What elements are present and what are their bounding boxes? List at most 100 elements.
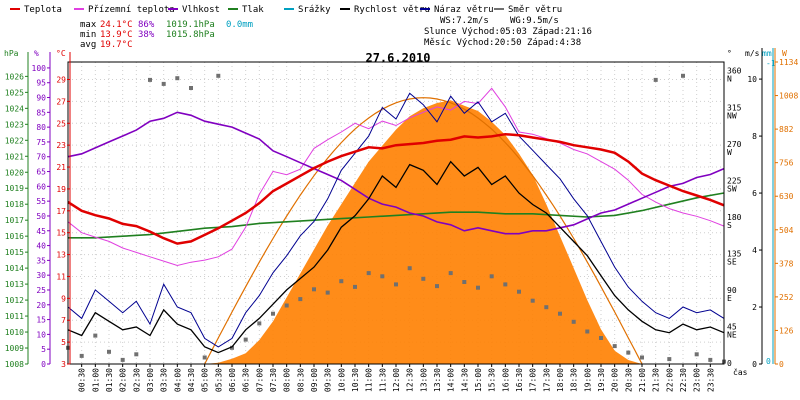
x-tick-label-8: 04:30 — [187, 368, 196, 392]
wind-dir-point-5 — [134, 352, 139, 357]
x-tick-label-36: 18:30 — [570, 368, 579, 392]
x-tick-label-0: 00:30 — [78, 368, 87, 392]
wind-dir-point-23 — [380, 274, 385, 279]
wind-dir-point-4 — [120, 357, 125, 362]
pressure-tick-label-5: 1013 — [5, 280, 24, 289]
stats-block: max 24.1°C 86% 1019.1hPa 0.0mm min 13.9°C 38% 10… — [80, 16, 592, 50]
solar-tick-label-7: 882 — [779, 125, 794, 134]
x-tick-label-46: 23:30 — [706, 368, 715, 392]
wind-dir-point-26 — [421, 276, 426, 281]
x-tick-label-11: 06:00 — [228, 368, 237, 392]
temperature-tick-label-6: 15 — [56, 229, 66, 238]
legend-label-3: Tlak — [242, 5, 264, 15]
x-tick-label-42: 21:30 — [652, 368, 661, 392]
x-tick-label-33: 17:00 — [529, 368, 538, 392]
series-solar-area — [204, 100, 642, 365]
humidity-tick-label-1: 5 — [41, 345, 46, 354]
solar-tick-label-1: 126 — [779, 326, 794, 335]
x-tick-label-17: 09:00 — [310, 368, 319, 392]
wind-dir-point-17 — [298, 297, 303, 302]
stat-min-temp: 13.9°C — [100, 30, 133, 40]
direction-tick-sub-3: SE — [727, 257, 737, 266]
temperature-tick-label-3: 9 — [61, 294, 66, 303]
legend: Teplota Přízemní teplota Vlhkost Tlak Srážky… — [10, 5, 562, 15]
legend-label-5: Rychlost větru — [354, 5, 430, 15]
wind-dir-point-31 — [489, 274, 494, 279]
stat-max-press: 1019.1hPa — [166, 20, 215, 30]
wind-dir-point-10 — [202, 355, 207, 360]
temperature-tick-label-1: 5 — [61, 338, 66, 347]
x-tick-label-39: 20:00 — [611, 368, 620, 392]
wind-dir-point-13 — [243, 337, 248, 342]
direction-axis-unit: ° — [727, 49, 732, 58]
pressure-tick-label-11: 1019 — [5, 184, 24, 193]
pressure-tick-label-18: 1026 — [5, 72, 24, 81]
rain-tick-label-1: 0 — [766, 357, 771, 366]
humidity-axis-unit: % — [34, 49, 39, 58]
x-tick-label-16: 08:30 — [296, 368, 305, 392]
solar-tick-label-6: 756 — [779, 159, 794, 168]
x-tick-label-13: 07:00 — [255, 368, 264, 392]
solar-tick-label-9: 1134 — [779, 58, 798, 67]
wind-dir-point-28 — [448, 271, 453, 276]
stat-min-label: min — [80, 30, 96, 40]
pressure-tick-label-9: 1017 — [5, 216, 24, 225]
wind-dir-point-2 — [93, 333, 98, 338]
humidity-tick-label-17: 85 — [36, 108, 46, 117]
humidity-tick-label-5: 25 — [36, 286, 46, 295]
wind-dir-point-21 — [353, 284, 357, 289]
temperature-tick-label-5: 13 — [56, 251, 66, 260]
solar-axis-unit: W — [782, 49, 787, 58]
axes: hPa1008100910101011101210131014101510161… — [4, 48, 798, 369]
temperature-tick-label-2: 7 — [61, 316, 66, 325]
stat-avg-label: avg — [80, 40, 96, 50]
series-line-0 — [67, 132, 725, 245]
wind-dir-point-1 — [79, 353, 84, 358]
solar-tick-label-2: 252 — [779, 293, 794, 302]
x-tick-label-35: 18:00 — [556, 368, 565, 392]
stat-min-press: 1015.8hPa — [166, 30, 215, 40]
direction-tick-label-7: 315 — [727, 103, 742, 112]
direction-tick-label-8: 360 — [727, 67, 742, 76]
wind-dir-point-11 — [216, 73, 221, 78]
temperature-axis-unit: °C — [56, 49, 66, 58]
humidity-tick-label-19: 95 — [36, 79, 46, 88]
temperature-tick-label-10: 23 — [56, 141, 66, 150]
x-axis: 00:30 01:00 01:30 02:00 02:30 03:00 03:30 04:00… — [78, 364, 715, 392]
wind-dir-point-34 — [530, 298, 535, 303]
rain-tick-label-0: -1 — [766, 59, 776, 68]
temperature-tick-label-8: 19 — [56, 185, 66, 194]
wind-dir-point-19 — [325, 290, 330, 295]
wind-dir-point-35 — [544, 305, 549, 310]
legend-label-2: Vlhkost — [182, 5, 220, 15]
direction-tick-sub-5: SW — [727, 184, 737, 193]
x-tick-label-37: 19:00 — [583, 368, 592, 392]
wind-dir-point-24 — [394, 282, 398, 287]
x-tick-label-43: 22:00 — [665, 368, 674, 392]
humidity-tick-label-15: 75 — [36, 138, 46, 147]
wind-dir-point-41 — [626, 350, 631, 355]
direction-tick-sub-7: NW — [727, 111, 737, 120]
stat-max-label: max — [80, 20, 97, 30]
wind-dir-point-46 — [694, 352, 699, 357]
solar-tick-label-3: 378 — [779, 259, 794, 268]
direction-tick-label-1: 45 — [727, 322, 737, 331]
wind-dir-point-47 — [708, 357, 713, 362]
x-tick-label-9: 05:00 — [201, 368, 210, 392]
direction-tick-sub-8: N — [727, 75, 732, 84]
pressure-tick-label-8: 1016 — [5, 232, 24, 241]
rain-axis-unit: mm — [762, 49, 772, 58]
pressure-tick-label-16: 1024 — [5, 104, 24, 113]
x-tick-label-18: 09:30 — [324, 368, 333, 392]
series-line-5 — [67, 92, 725, 348]
wind-axis-unit: m/s — [745, 49, 760, 58]
pressure-tick-label-2: 1010 — [5, 328, 24, 337]
x-tick-label-10: 05:30 — [214, 368, 223, 392]
wind-dir-point-22 — [366, 271, 371, 276]
humidity-tick-label-16: 80 — [36, 123, 46, 132]
wind-dir-point-33 — [517, 289, 521, 294]
solar-max-curve — [204, 97, 643, 365]
pressure-tick-label-3: 1011 — [5, 312, 24, 321]
direction-tick-label-4: 180 — [727, 213, 742, 222]
